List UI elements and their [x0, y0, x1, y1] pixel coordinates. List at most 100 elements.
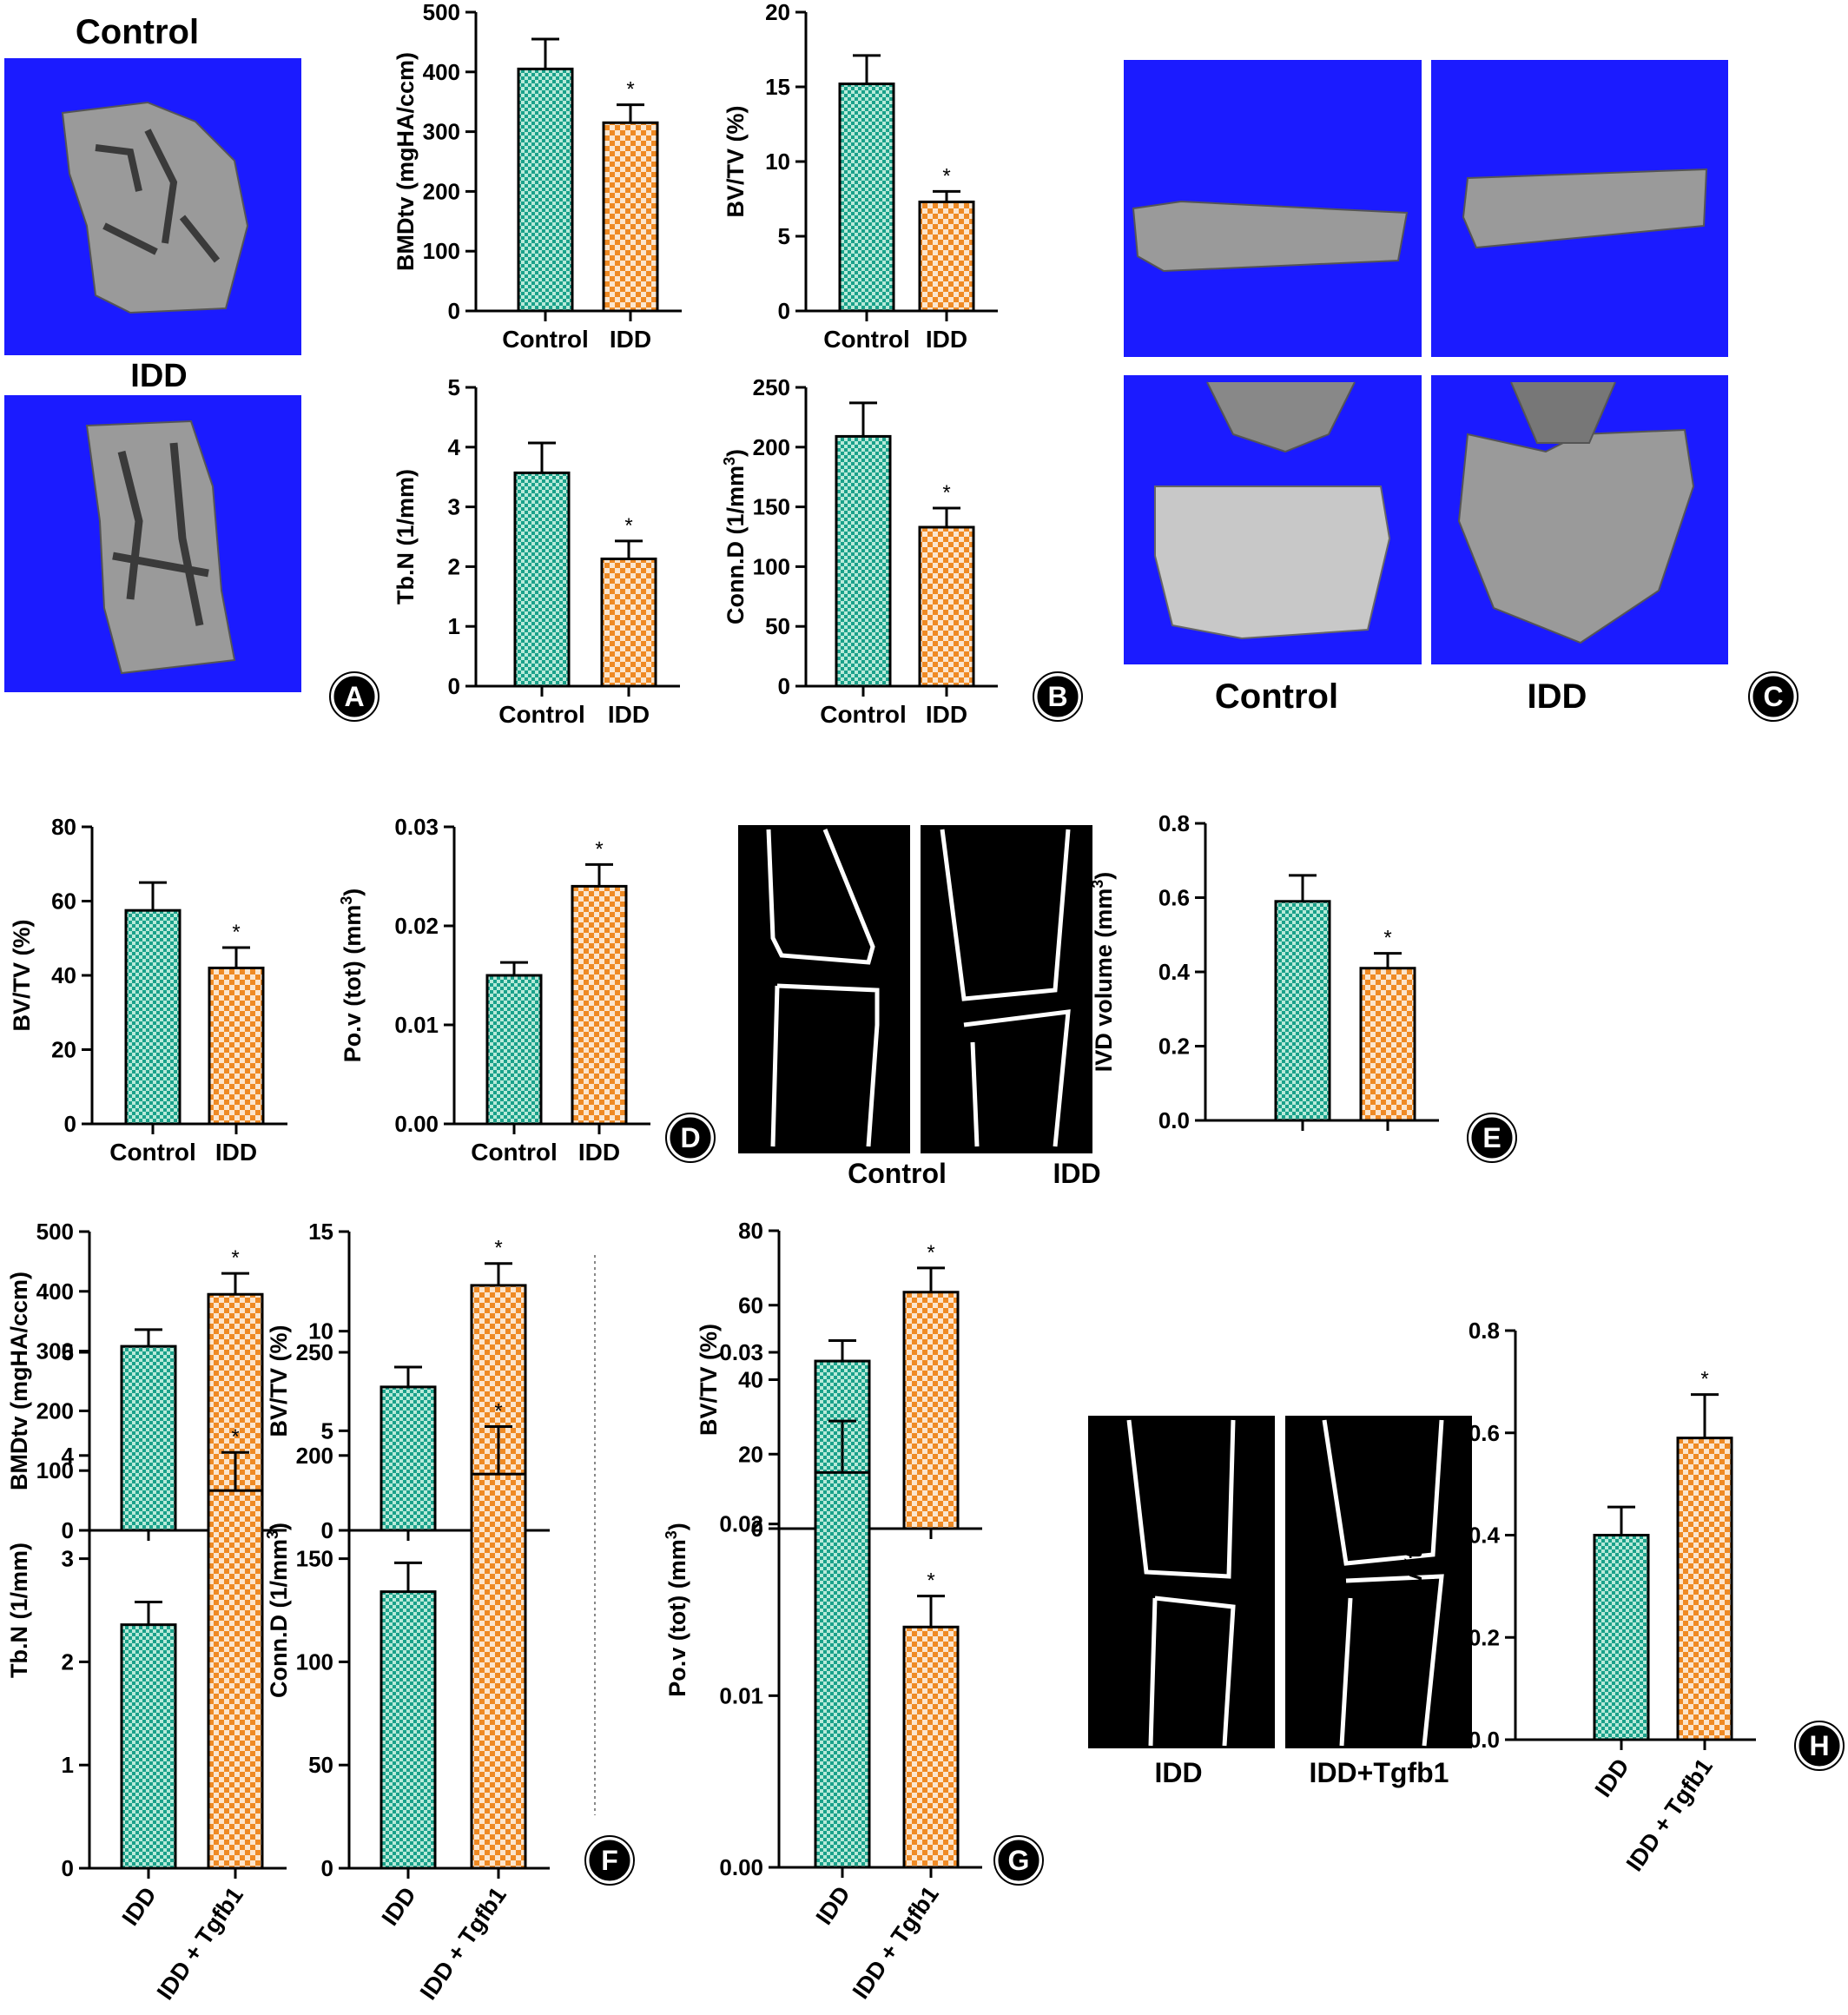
y-tick-label: 0.2 [1468, 1624, 1500, 1650]
panel-letter-ring [1748, 671, 1798, 722]
y-tick-label: 15 [308, 1219, 333, 1245]
panel-letter-text: B [1047, 681, 1067, 712]
bar-reference [513, 471, 571, 688]
y-tick-label: 100 [296, 1648, 333, 1675]
panel-letter-badge [667, 1114, 714, 1161]
bar-treatment [1359, 967, 1416, 1122]
y-tick-label: 50 [765, 613, 790, 639]
y-tick-label: 0.4 [1468, 1523, 1501, 1549]
panel-letter-badge [586, 1837, 633, 1884]
y-tick-label: 0 [64, 1111, 76, 1137]
y-tick-label: 200 [753, 434, 790, 460]
y-tick-label: 3 [448, 494, 460, 520]
image-a-top-label: Control [76, 13, 199, 51]
x-tick-label: IDD + Tgfb1 [1621, 1754, 1718, 1876]
bar-treatment [470, 1472, 527, 1870]
y-tick-label: 1 [62, 1752, 74, 1778]
y-tick-label: 0.00 [719, 1854, 763, 1880]
x-tick-label: Control [502, 326, 589, 353]
bar-reference [517, 67, 574, 313]
x-tick-label: IDD [610, 326, 651, 353]
y-axis-label: Conn.D (1/mm3) [264, 1523, 292, 1698]
panel-d-images: Control IDD [738, 825, 1101, 1189]
y-tick-label: 60 [51, 889, 76, 915]
significance-asterisk: * [595, 837, 603, 861]
y-tick-label: 10 [308, 1318, 333, 1344]
panel-c-images: Control IDD [1124, 60, 1728, 716]
y-tick-label: 0 [321, 1855, 333, 1881]
y-tick-label: 200 [296, 1443, 333, 1469]
y-tick-label: 250 [753, 374, 790, 400]
panel-a-images: Control IDD [4, 13, 301, 692]
significance-asterisk: * [927, 1569, 934, 1593]
panel-letter-a: A [329, 671, 380, 722]
chart-d1: 0 20 40 60 80 BV/TV (%) Control * IDD [9, 814, 287, 1166]
significance-asterisk: * [624, 514, 632, 538]
y-axis-label: BV/TV (%) [696, 1324, 722, 1436]
significance-asterisk: * [231, 1246, 239, 1270]
y-tick-label: 0 [778, 673, 790, 699]
panel-letter-c: C [1748, 671, 1798, 722]
xray-h-idd-tgfb1 [1285, 1416, 1472, 1748]
significance-asterisk: * [231, 1425, 239, 1449]
x-tick-label: IDD [811, 1881, 855, 1929]
y-tick-label: 0.8 [1158, 810, 1190, 836]
panel-letter-b: B [1033, 671, 1083, 722]
chart-b1: 0 100 200 300 400 500 BMDtv (mgHA/ccm) Control *… [393, 0, 682, 353]
y-tick-label: 150 [753, 494, 790, 520]
y-tick-label: 4 [62, 1443, 75, 1469]
panel-letter-badge [1796, 1722, 1843, 1769]
bar-treatment [602, 121, 659, 313]
y-tick-label: 4 [448, 434, 461, 460]
panel-letter-g: G [993, 1835, 1044, 1886]
panel-letter-ring [584, 1835, 635, 1886]
panel-letter-text: G [1008, 1845, 1030, 1876]
bar-treatment [207, 1489, 264, 1870]
panel-letter-badge [1750, 673, 1797, 720]
y-tick-label: 100 [753, 553, 790, 579]
bar-reference [120, 1344, 177, 1532]
significance-asterisk: * [942, 164, 950, 188]
y-tick-label: 0 [448, 298, 460, 324]
panel-letter-text: E [1482, 1122, 1501, 1153]
y-tick-label: 50 [308, 1752, 333, 1778]
y-axis-label: BV/TV (%) [266, 1325, 292, 1437]
y-tick-label: 40 [51, 962, 76, 988]
y-tick-label: 5 [448, 374, 460, 400]
y-tick-label: 300 [36, 1338, 74, 1364]
panel-letter-ring [329, 671, 380, 722]
y-tick-label: 2 [448, 553, 460, 579]
y-tick-label: 0 [321, 1517, 333, 1543]
y-tick-label: 0 [448, 673, 460, 699]
panel-letter-text: C [1763, 681, 1783, 712]
panel-letter-ring [1467, 1113, 1517, 1163]
panel-letter-h: H [1794, 1721, 1845, 1771]
x-tick-label: IDD + Tgfb1 [415, 1882, 512, 2005]
bar-treatment [918, 525, 975, 688]
bar-reference [380, 1590, 437, 1870]
y-tick-label: 1 [448, 613, 460, 639]
bar-reference [814, 1470, 871, 1869]
y-tick-label: 0.03 [394, 814, 439, 840]
y-tick-label: 10 [765, 149, 790, 175]
panel-letter-ring [665, 1113, 716, 1163]
y-tick-label: 0.01 [394, 1012, 439, 1038]
x-tick-label: IDD + Tgfb1 [848, 1881, 944, 2004]
significance-asterisk: * [494, 1237, 502, 1260]
y-axis-label: BMDtv (mgHA/ccm) [6, 1272, 32, 1490]
y-tick-label: 400 [423, 59, 460, 85]
y-tick-label: 40 [738, 1367, 763, 1393]
x-tick-label: IDD [926, 701, 967, 728]
panel-letter-d: D [665, 1113, 716, 1163]
panel-letter-e: E [1467, 1113, 1517, 1163]
significance-asterisk: * [942, 481, 950, 505]
y-tick-label: 500 [36, 1219, 74, 1245]
y-tick-label: 80 [738, 1218, 763, 1244]
x-tick-label: Control [498, 701, 585, 728]
x-tick-label: IDD [608, 701, 650, 728]
x-tick-label: IDD [117, 1882, 162, 1930]
y-tick-label: 0 [778, 298, 790, 324]
bar-reference [838, 83, 895, 313]
y-tick-label: 0.8 [1468, 1318, 1500, 1344]
